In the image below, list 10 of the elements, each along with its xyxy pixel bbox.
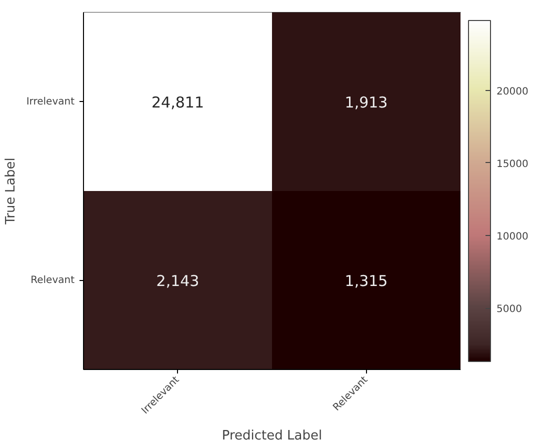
data-label: 24,811	[152, 93, 204, 112]
y-axis-title: True Label	[3, 158, 18, 226]
color-bar-label: 5000	[496, 304, 522, 316]
color-bar-label: 10000	[496, 231, 528, 242]
data-label: 1,315	[344, 272, 388, 290]
color-bar-label: 15000	[496, 158, 528, 170]
x-axis-title: Predicted Label	[222, 428, 322, 444]
color-bar-label: 20000	[496, 86, 528, 98]
data-label: 2,143	[156, 272, 200, 290]
data-label: 1,913	[344, 93, 388, 112]
